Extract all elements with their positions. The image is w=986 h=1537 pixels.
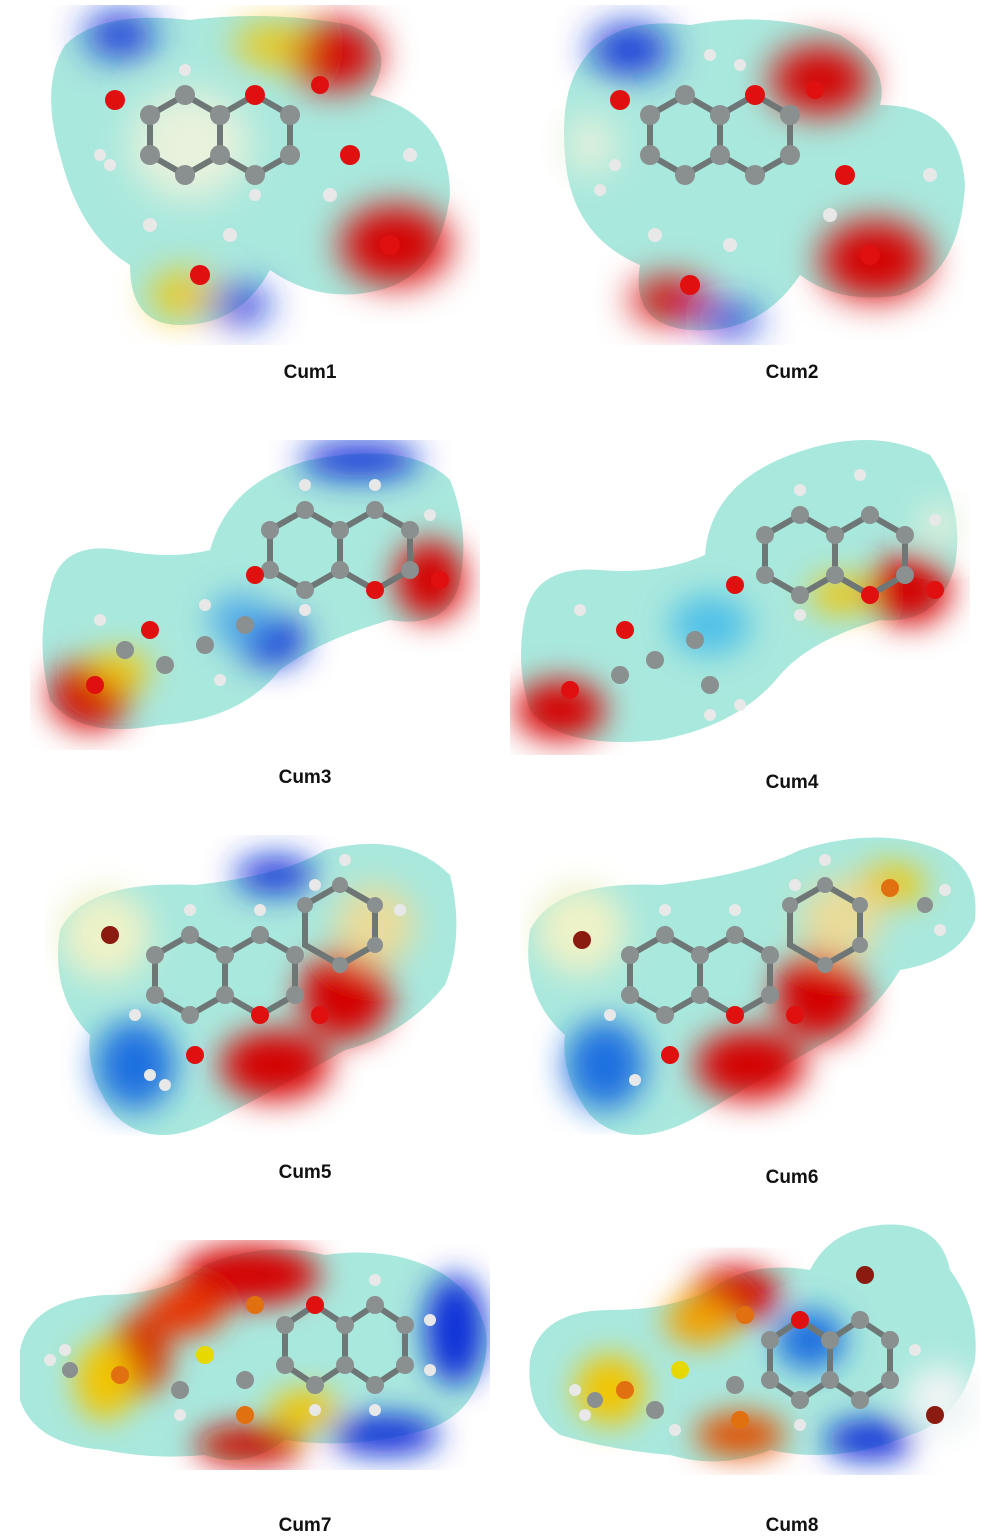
esp-map-cum2 [564, 19, 965, 335]
molecule-label-cum1: Cum1 [283, 362, 337, 383]
molecule-label-cum5: Cum5 [278, 1162, 332, 1183]
molecule-label-cum6: Cum6 [765, 1167, 819, 1188]
molecule-panel-cum6 [520, 830, 980, 1155]
molecule-label-cum7: Cum7 [278, 1515, 332, 1536]
esp-map-cum6 [528, 837, 976, 1135]
molecule-panel-cum4 [510, 425, 970, 755]
molecule-label-cum8: Cum8 [765, 1515, 819, 1536]
esp-map-cum3 [42, 442, 465, 730]
molecule-panel-cum3 [30, 440, 480, 750]
esp-map-cum7 [20, 1245, 487, 1465]
molecule-panel-cum8 [520, 1220, 980, 1475]
molecule-panel-cum1 [20, 5, 480, 345]
molecule-label-cum3: Cum3 [278, 767, 332, 788]
molecule-panel-cum2 [540, 5, 980, 345]
esp-map-cum5 [58, 843, 457, 1135]
esp-map-cum4 [515, 440, 960, 742]
esp-map-cum1 [51, 13, 450, 325]
molecule-panel-cum7 [5, 1240, 490, 1470]
esp-map-cum8 [529, 1224, 976, 1462]
molecule-panel-cum5 [45, 835, 465, 1155]
molecule-label-cum2: Cum2 [765, 362, 819, 383]
molecule-label-cum4: Cum4 [765, 772, 819, 793]
